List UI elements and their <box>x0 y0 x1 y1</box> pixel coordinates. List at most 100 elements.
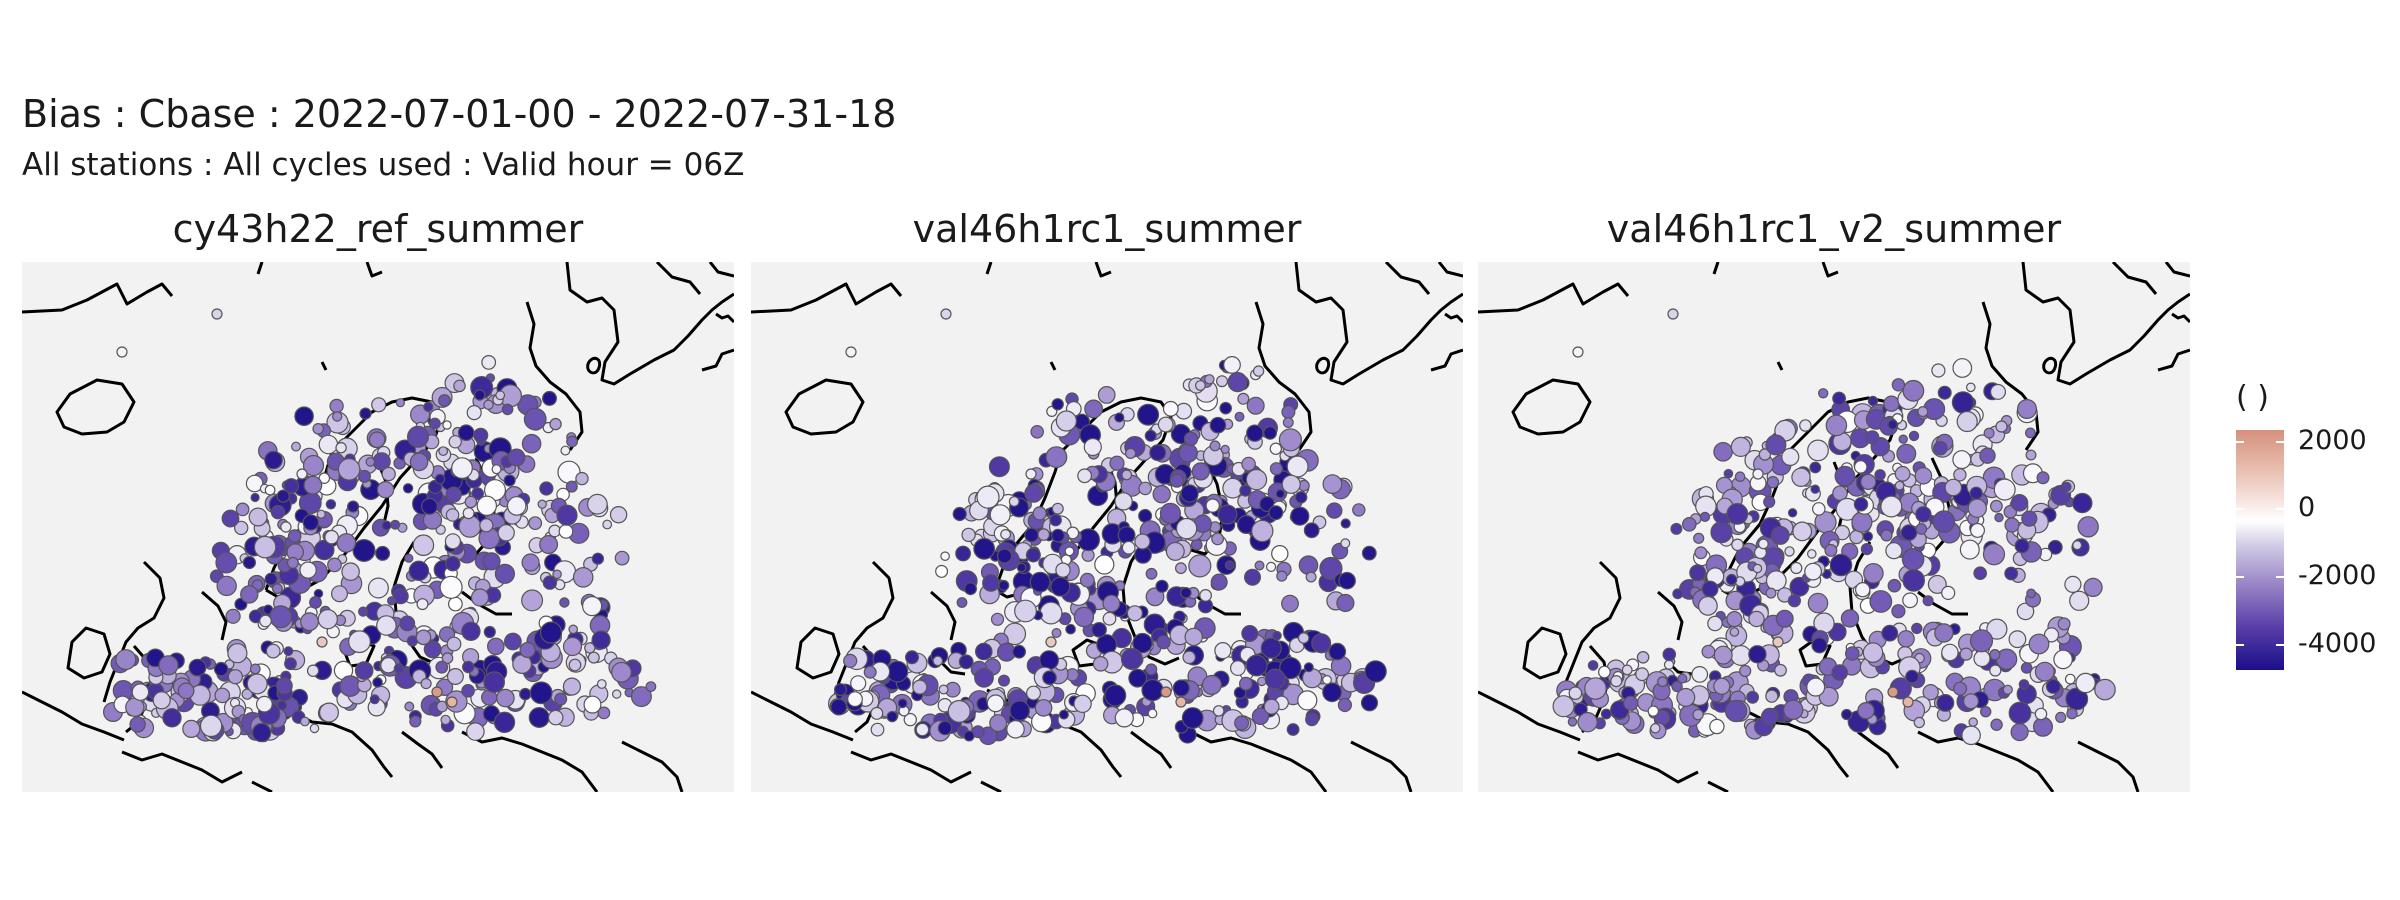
station-marker <box>409 715 422 728</box>
coastline-2 <box>1821 262 1839 278</box>
station-marker <box>955 545 972 562</box>
station-marker <box>1246 396 1265 415</box>
station-marker <box>283 478 300 494</box>
legend-label-neg4000: -4000 <box>2298 628 2377 659</box>
station-marker <box>1915 506 1932 523</box>
station-marker <box>294 406 314 426</box>
station-marker <box>1246 424 1264 442</box>
station-marker <box>1701 644 1716 659</box>
station-marker <box>2055 711 2067 723</box>
station-marker <box>115 649 137 671</box>
station-marker <box>1159 502 1181 524</box>
station-marker <box>1791 467 1811 487</box>
station-marker <box>1806 549 1817 559</box>
station-marker <box>1809 461 1822 474</box>
station-marker <box>441 652 454 664</box>
station-marker <box>1880 495 1903 518</box>
station-marker <box>1787 594 1801 608</box>
station-marker <box>1026 685 1042 701</box>
station-marker <box>317 609 338 630</box>
coastline-23 <box>461 730 599 792</box>
station-marker <box>251 722 272 743</box>
station-marker <box>435 660 449 674</box>
station-marker <box>2028 633 2050 655</box>
station-marker <box>439 575 463 599</box>
station-marker <box>329 398 344 414</box>
station-marker <box>1269 442 1283 455</box>
station-marker <box>1305 571 1317 583</box>
station-marker <box>1883 395 1900 412</box>
coastline-19 <box>1577 750 1699 784</box>
station-marker <box>1223 355 1241 374</box>
station-marker <box>1824 543 1838 557</box>
coastline-28 <box>1444 312 1463 324</box>
station-marker <box>1051 502 1064 515</box>
station-marker <box>539 535 559 555</box>
station-marker <box>976 485 1000 509</box>
station-marker <box>365 457 376 467</box>
station-marker <box>1953 681 1968 696</box>
coastline-13 <box>461 590 512 616</box>
map-panel-1[interactable] <box>22 262 734 792</box>
station-marker <box>1944 478 1963 497</box>
station-marker <box>1857 702 1875 720</box>
station-marker <box>886 710 898 723</box>
station-marker <box>1730 645 1752 667</box>
station-marker <box>1032 506 1047 521</box>
station-marker <box>421 497 439 515</box>
station-marker <box>369 694 380 705</box>
station-marker <box>956 597 968 608</box>
coastline-12 <box>1190 457 1225 556</box>
station-marker <box>1328 642 1347 661</box>
station-marker <box>376 615 397 636</box>
station-marker <box>1752 468 1764 480</box>
station-marker <box>483 671 505 693</box>
station-marker <box>264 450 283 470</box>
station-marker <box>1014 599 1037 623</box>
station-marker <box>1132 632 1153 654</box>
station-marker <box>1662 647 1677 662</box>
station-marker <box>125 697 145 717</box>
station-marker <box>947 699 971 723</box>
station-marker <box>2036 471 2050 485</box>
station-marker <box>1275 489 1286 499</box>
coastline-22 <box>1857 730 1900 769</box>
station-marker <box>264 572 278 586</box>
coastline-28 <box>715 312 734 324</box>
coastline-25 <box>201 590 228 641</box>
station-marker <box>1789 576 1810 597</box>
map-panel-2[interactable] <box>751 262 1463 792</box>
station-marker <box>309 723 320 734</box>
station-marker <box>233 520 249 536</box>
station-marker <box>1726 611 1743 628</box>
station-marker <box>1610 675 1623 688</box>
map-panel-3[interactable] <box>1478 262 2190 792</box>
station-marker <box>1165 541 1185 561</box>
station-marker <box>1178 443 1198 463</box>
station-marker <box>1775 609 1794 628</box>
station-marker <box>1765 570 1787 592</box>
station-marker <box>912 679 928 695</box>
station-marker <box>318 434 339 455</box>
station-marker <box>253 535 277 559</box>
coastline-31 <box>939 660 966 676</box>
station-marker <box>1636 650 1650 664</box>
station-marker <box>2064 673 2076 685</box>
station-marker <box>1024 527 1040 543</box>
station-marker <box>249 663 261 675</box>
station-marker <box>1214 642 1232 660</box>
station-marker <box>1863 562 1884 584</box>
station-marker <box>612 689 622 699</box>
station-marker <box>407 425 430 448</box>
station-marker <box>905 650 920 665</box>
station-marker <box>2004 566 2019 581</box>
station-marker <box>319 702 340 723</box>
station-marker <box>1763 495 1776 508</box>
station-marker <box>1234 715 1250 731</box>
station-marker <box>265 643 281 659</box>
plot-subtitle: All stations : All cycles used : Valid h… <box>22 147 745 183</box>
station-marker <box>1973 566 1987 580</box>
station-marker <box>554 692 568 706</box>
station-marker <box>1752 563 1763 574</box>
coastline-21 <box>291 710 394 778</box>
